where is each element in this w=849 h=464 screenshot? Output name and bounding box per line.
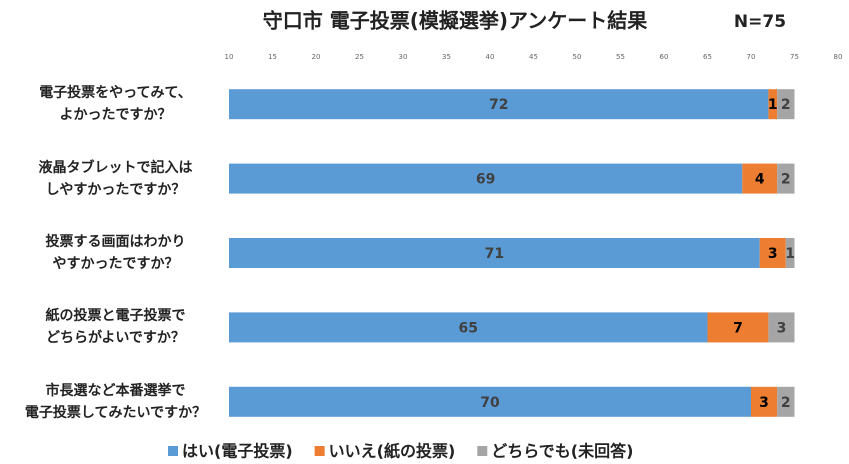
data-label: 3 (777, 320, 787, 336)
bar-segment (777, 89, 795, 120)
data-label: 3 (759, 395, 769, 411)
x-tick-label: 35 (442, 53, 451, 61)
bar-segment (229, 89, 769, 120)
legend-swatch (314, 446, 325, 456)
bar-segment (768, 312, 795, 343)
x-tick-label: 55 (616, 53, 625, 61)
legend-swatch (168, 446, 178, 456)
x-tick-label: 65 (703, 53, 712, 61)
x-tick-label: 60 (660, 53, 669, 61)
data-label: 2 (781, 172, 791, 188)
bar-segment (785, 238, 795, 268)
data-label: 71 (485, 246, 504, 262)
legend-label: いいえ(紙の投票) (329, 442, 456, 461)
bar-segment (777, 163, 795, 194)
data-label: 70 (480, 395, 500, 411)
chart-title: 守口市 電子投票(模擬選挙)アンケート結果 (263, 9, 647, 33)
data-label: 65 (459, 320, 478, 336)
data-label: 2 (781, 395, 791, 411)
x-tick-label: 80 (834, 53, 843, 61)
x-tick-label: 10 (225, 53, 234, 61)
bar-segment (229, 238, 760, 268)
bar-segment (229, 386, 751, 417)
category-label: 投票する画面はわかり やすかったですか？ (45, 234, 186, 272)
category-label: 液晶タブレットで記入は しやすかったですか？ (38, 159, 193, 198)
annotation: N=75 (734, 12, 786, 32)
x-tick-label: 30 (399, 53, 408, 61)
data-label: 2 (781, 97, 791, 113)
data-label: 69 (476, 172, 495, 188)
legend-swatch (477, 446, 488, 456)
bar-segment (768, 89, 778, 120)
category-label: 電子投票をやってみて、 よかったですか？ (39, 85, 192, 124)
legend-label: どちらでも(未回答) (491, 442, 633, 461)
x-tick-label: 50 (573, 53, 582, 61)
bar-segment (707, 312, 769, 343)
bar-segment (229, 163, 743, 194)
bar-segment (742, 163, 778, 194)
x-tick-label: 15 (268, 53, 277, 61)
data-label: 72 (489, 97, 508, 113)
data-label: 1 (785, 246, 795, 262)
data-label: 1 (768, 97, 778, 113)
data-label: 3 (768, 246, 778, 262)
bar-segment (777, 386, 795, 417)
x-tick-label: 40 (486, 53, 495, 61)
bar-segment (759, 238, 786, 268)
category-label: 市長選など本番選挙で 電子投票してみたいですか？ (24, 382, 207, 421)
x-tick-label: 45 (529, 53, 538, 61)
x-tick-label: 70 (747, 53, 756, 61)
data-label: 7 (733, 320, 743, 336)
x-tick-label: 25 (355, 53, 364, 61)
bar-segment (229, 312, 708, 343)
legend-label: はい(電子投票) (182, 442, 293, 461)
x-tick-label: 75 (790, 53, 799, 61)
x-tick-label: 20 (312, 53, 321, 61)
data-label: 4 (755, 172, 765, 188)
category-label: 紙の投票と電子投票で どちらがよいですか？ (45, 308, 186, 347)
bar-segment (751, 386, 778, 417)
